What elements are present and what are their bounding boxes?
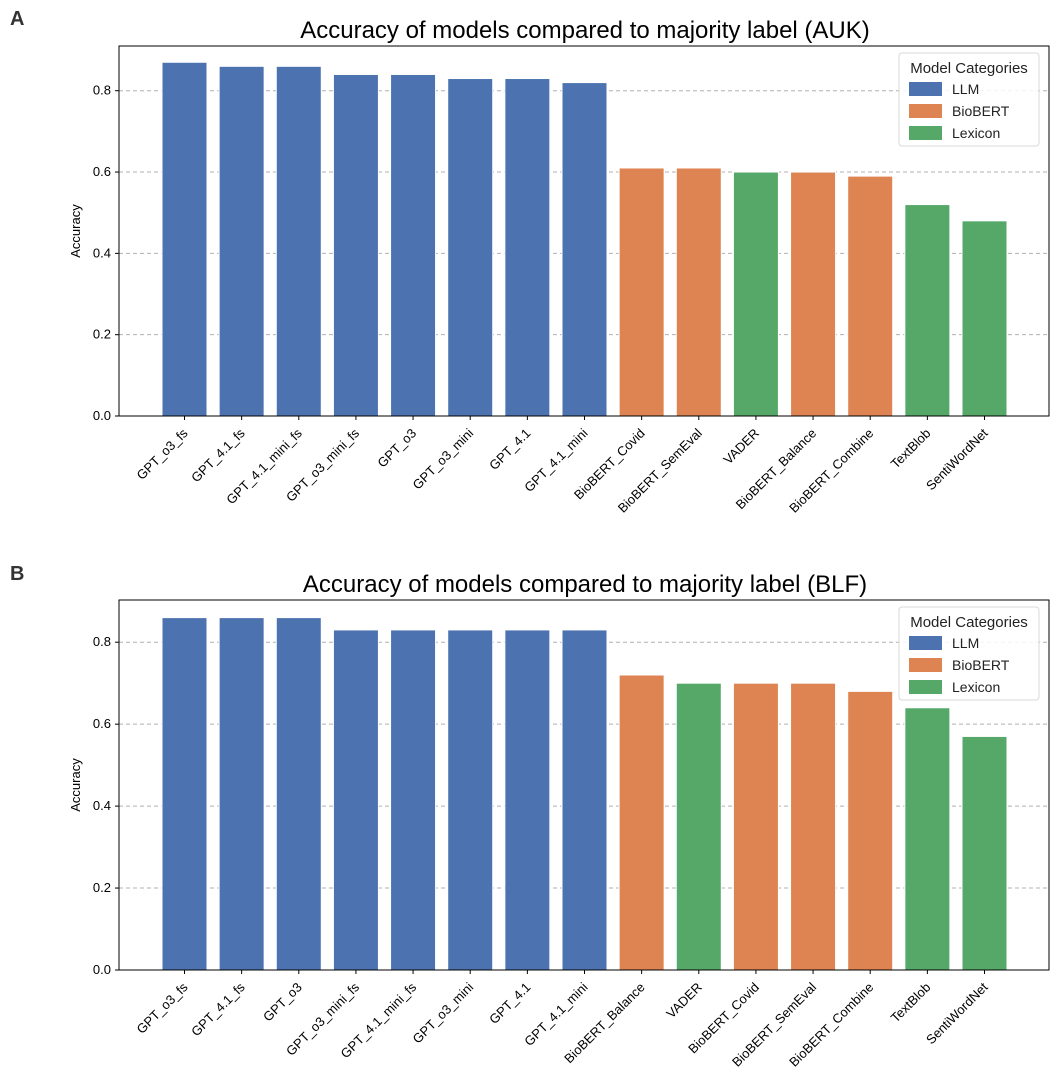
bar-gpt-o3-mini bbox=[447, 629, 494, 971]
legend-box bbox=[898, 606, 1040, 701]
bar-gpt-4-1-mini-fs bbox=[390, 629, 437, 971]
bar-gpt-o3-fs bbox=[161, 61, 208, 417]
y-axis-label: Accuracy bbox=[68, 204, 83, 258]
x-tick-label: TextBlob bbox=[888, 426, 934, 472]
bar-gpt-o3-mini bbox=[447, 78, 494, 417]
legend-label-lexicon: Lexicon bbox=[952, 679, 1000, 695]
x-tick-label: GPT_o3_fs bbox=[134, 979, 191, 1036]
x-tick-label: GPT_o3_mini bbox=[410, 979, 477, 1046]
legend-label-biobert: BioBERT bbox=[952, 657, 1010, 673]
bar-gpt-4-1-mini-fs bbox=[275, 65, 322, 417]
legend-label-biobert: BioBERT bbox=[952, 103, 1010, 119]
x-tick-label: VADER bbox=[720, 426, 762, 468]
bar-textblob bbox=[904, 204, 951, 417]
x-tick-label: GPT_o3_mini bbox=[410, 425, 477, 492]
axes-frame bbox=[118, 599, 1050, 971]
legend-box bbox=[898, 52, 1040, 147]
x-tick-label: GPT_4.1 bbox=[486, 426, 533, 473]
y-tick-label: 0.8 bbox=[93, 83, 111, 98]
bar-biobert-combine bbox=[847, 175, 894, 417]
bar-gpt-4-1 bbox=[504, 629, 551, 971]
panel-letter-a: A bbox=[10, 8, 24, 30]
bar-sentiwordnet bbox=[961, 735, 1008, 971]
legend-title: Model Categories bbox=[910, 60, 1028, 77]
bar-gpt-4-1-fs bbox=[218, 65, 265, 417]
legend-swatch-biobert bbox=[909, 104, 942, 118]
bar-gpt-4-1-fs bbox=[218, 617, 265, 971]
legend-swatch-biobert bbox=[909, 658, 942, 672]
x-tick-label: GPT_4.1 bbox=[486, 980, 533, 1027]
y-tick-label: 0.4 bbox=[93, 798, 111, 813]
legend-label-lexicon: Lexicon bbox=[952, 125, 1000, 141]
bar-gpt-4-1 bbox=[504, 78, 551, 417]
plot-area-b: 0.0 0.2 0.4 0.6 0.8 Accuracy GPT_o3_fsGPT_4.1_… bbox=[68, 599, 1050, 1070]
bar-gpt-o3 bbox=[390, 73, 437, 417]
chart-title-b: Accuracy of models compared to majority … bbox=[303, 571, 867, 598]
x-tick-label: GPT_4.1_fs bbox=[188, 425, 248, 485]
bar-gpt-o3-fs bbox=[161, 617, 208, 971]
y-tick-label: 0.8 bbox=[93, 634, 111, 649]
bar-gpt-o3-mini-fs bbox=[332, 629, 379, 971]
bar-gpt-4-1-mini bbox=[561, 629, 608, 971]
bar-biobert-semeval bbox=[675, 167, 722, 417]
bar-sentiwordnet bbox=[961, 220, 1008, 417]
legend-swatch-llm bbox=[909, 82, 942, 96]
x-tick-label: GPT_o3_fs bbox=[134, 425, 191, 482]
x-tick-label: GPT_4.1_fs bbox=[188, 979, 248, 1039]
bar-gpt-o3 bbox=[275, 617, 322, 971]
legend-swatch-llm bbox=[909, 636, 942, 650]
x-tick-label: SentiWordNet bbox=[923, 425, 991, 493]
plot-area-a: 0.0 0.2 0.4 0.6 0.8 Accuracy GPT_o3_fsGPT_4.1_… bbox=[68, 45, 1050, 516]
x-tick-label: GPT_o3 bbox=[260, 980, 305, 1025]
y-tick-label: 0.2 bbox=[93, 327, 111, 342]
legend-label-llm: LLM bbox=[952, 81, 979, 97]
bar-biobert-balance bbox=[618, 674, 665, 971]
y-tick-label: 0.0 bbox=[93, 962, 111, 977]
y-tick-label: 0.6 bbox=[93, 716, 111, 731]
legend-swatch-lexicon bbox=[909, 680, 942, 694]
bar-vader bbox=[732, 171, 779, 417]
bar-biobert-covid bbox=[732, 682, 779, 971]
y-tick-label: 0.4 bbox=[93, 245, 111, 260]
legend-label-llm: LLM bbox=[952, 635, 979, 651]
bar-textblob bbox=[904, 707, 951, 971]
x-tick-label: GPT_o3 bbox=[374, 426, 419, 471]
x-tick-label: SentiWordNet bbox=[923, 979, 991, 1047]
y-axis-label: Accuracy bbox=[68, 758, 83, 812]
y-tick-label: 0.6 bbox=[93, 164, 111, 179]
panel-letter-b: B bbox=[10, 563, 24, 585]
bar-gpt-o3-mini-fs bbox=[332, 73, 379, 417]
legend-swatch-lexicon bbox=[909, 126, 942, 140]
x-tick-label: VADER bbox=[663, 980, 705, 1022]
bar-biobert-semeval bbox=[790, 682, 837, 971]
y-tick-label: 0.2 bbox=[93, 880, 111, 895]
axes-frame bbox=[118, 45, 1050, 417]
bar-vader bbox=[675, 682, 722, 971]
legend-title: Model Categories bbox=[910, 614, 1028, 631]
bar-biobert-combine bbox=[847, 690, 894, 971]
bar-biobert-balance bbox=[790, 171, 837, 417]
bar-gpt-4-1-mini bbox=[561, 82, 608, 417]
chart-title-a: Accuracy of models compared to majority … bbox=[300, 17, 870, 44]
y-tick-label: 0.0 bbox=[93, 408, 111, 423]
bar-biobert-covid bbox=[618, 167, 665, 417]
x-tick-label: TextBlob bbox=[888, 980, 934, 1026]
